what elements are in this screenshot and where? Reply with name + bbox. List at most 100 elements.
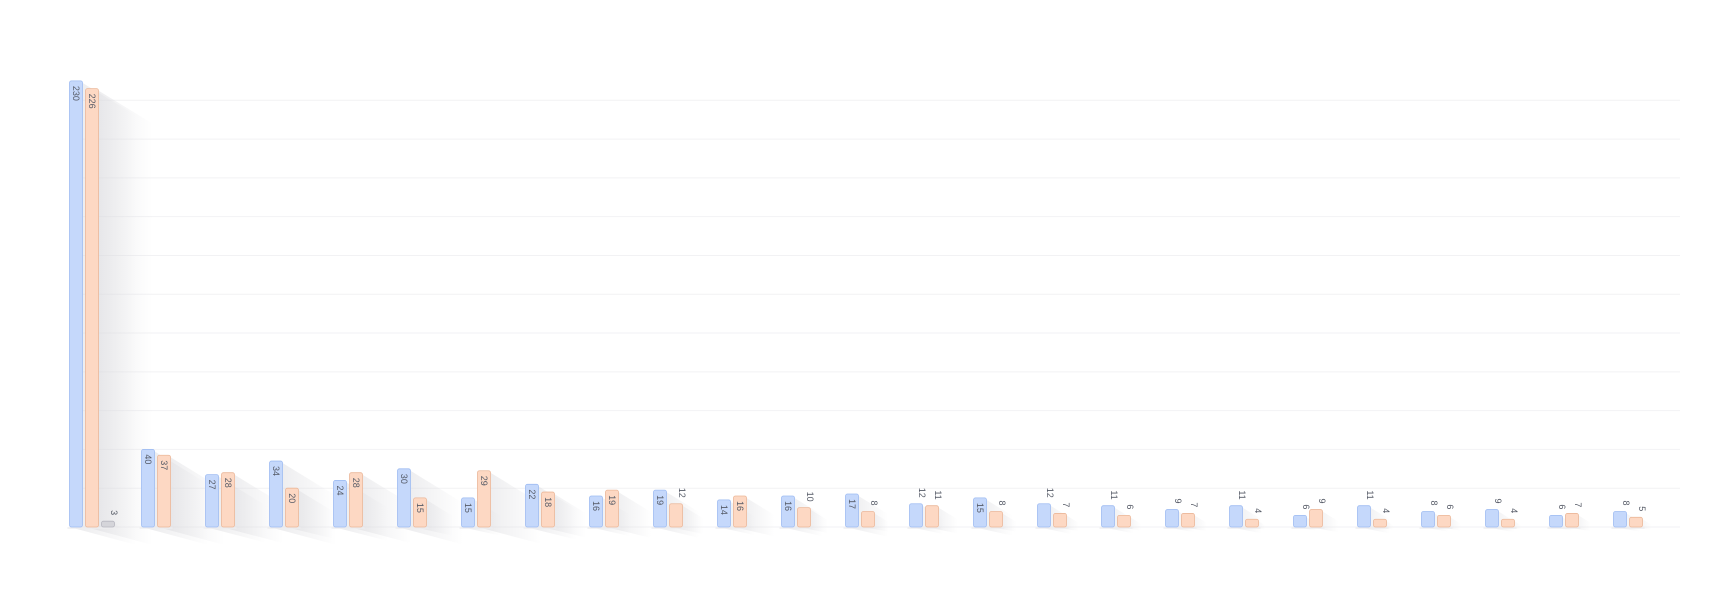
- bar-shadow: [349, 474, 412, 544]
- bar-value-label: 22: [527, 489, 537, 499]
- bar-shadow: [541, 494, 586, 538]
- bar: [1309, 509, 1323, 528]
- bar-value-label: 9: [1493, 499, 1503, 504]
- bar: [1165, 509, 1179, 528]
- bar: [717, 499, 731, 528]
- bar-value-label: 29: [479, 476, 489, 486]
- bar: [669, 503, 683, 528]
- bar: [413, 497, 427, 528]
- bar: [845, 493, 859, 528]
- bar: [1421, 511, 1435, 528]
- bars: [69, 80, 1643, 528]
- bar-value-label: 14: [719, 505, 729, 515]
- bar: [1181, 513, 1195, 528]
- bar: [653, 489, 667, 528]
- bar-value-label: 19: [655, 495, 665, 505]
- bar: [141, 449, 155, 528]
- bar-value-label: 19: [607, 495, 617, 505]
- bar: [269, 460, 283, 528]
- bar: [333, 480, 347, 528]
- bar: [205, 474, 219, 528]
- bar-value-label: 40: [143, 454, 153, 464]
- bar-value-label: 24: [335, 485, 345, 495]
- bar-value-label: 8: [869, 500, 879, 505]
- bar-shadow: [285, 490, 334, 539]
- bar: [397, 468, 411, 528]
- bar: [1629, 516, 1643, 528]
- bar-value-label: 11: [1365, 490, 1375, 499]
- bar: [1245, 518, 1259, 528]
- bar: [925, 505, 939, 528]
- bar: [1357, 505, 1371, 528]
- bar-value-label: 9: [1317, 499, 1327, 504]
- bar-value-label: 16: [783, 501, 793, 511]
- bar-shadows: [67, 82, 1652, 546]
- bar: [861, 511, 875, 528]
- bar-value-label: 8: [1429, 500, 1439, 505]
- bar-value-label: 12: [677, 488, 687, 498]
- bar: [1613, 511, 1627, 528]
- bar-value-label: 5: [1637, 506, 1647, 511]
- bar-value-label: 12: [917, 488, 927, 498]
- bar-value-label: 16: [735, 501, 745, 511]
- bar: [1549, 514, 1563, 528]
- bar: [461, 497, 475, 528]
- bar: [1037, 503, 1051, 528]
- bar-value-label: 15: [975, 503, 985, 513]
- bar-value-label: 7: [1061, 502, 1071, 507]
- bar-value-label: 11: [1109, 490, 1119, 499]
- bar-value-label: 8: [997, 500, 1007, 505]
- bar: [605, 489, 619, 528]
- bar-shadow: [221, 474, 284, 544]
- bar: [797, 507, 811, 528]
- bar-value-label: 6: [1125, 504, 1135, 509]
- grid-lines: [76, 99, 1680, 528]
- bar: [1485, 509, 1499, 528]
- bar: [85, 88, 99, 528]
- bar: [781, 495, 795, 528]
- bar: [1373, 518, 1387, 528]
- bar-value-label: 230: [71, 86, 81, 101]
- bar-value-label: 15: [463, 503, 473, 513]
- bar: [989, 511, 1003, 528]
- bar: [1293, 514, 1307, 528]
- bar-value-label: 4: [1509, 508, 1519, 513]
- bar-value-label: 20: [287, 493, 297, 503]
- bar-value-label: 15: [415, 503, 425, 513]
- bar-value-label: 37: [159, 460, 169, 470]
- bar-value-label: 4: [1381, 508, 1391, 513]
- bar: [1437, 514, 1451, 528]
- bar-shadow: [925, 507, 958, 534]
- bar-value-label: 6: [1557, 504, 1567, 509]
- bar-value-label: 10: [805, 492, 815, 502]
- bar-value-label: 27: [207, 480, 217, 490]
- bar: [733, 495, 747, 528]
- bar-value-label: 6: [1445, 504, 1455, 509]
- bar-value-label: 226: [87, 94, 97, 109]
- bar-value-label: 4: [1253, 508, 1263, 513]
- bar: [541, 491, 555, 528]
- bar: [221, 472, 235, 528]
- bar: [973, 497, 987, 528]
- bar-value-label: 28: [351, 478, 361, 488]
- bar-value-label: 28: [223, 478, 233, 488]
- bar: [1053, 513, 1067, 528]
- bar: [285, 487, 299, 528]
- bar: [589, 495, 603, 528]
- bar-value-label: 18: [543, 497, 553, 507]
- bar: [525, 483, 539, 528]
- bar-value-label: 30: [399, 474, 409, 484]
- bar-value-label: 9: [1173, 499, 1183, 504]
- bar-value-label: 12: [1045, 488, 1055, 498]
- bar-value-label: 8: [1621, 500, 1631, 505]
- bar: [909, 503, 923, 528]
- bar: [101, 520, 115, 528]
- bar-shadow: [413, 499, 453, 536]
- bar-value-label: 34: [271, 466, 281, 476]
- bar: [69, 80, 83, 528]
- bar: [1229, 505, 1243, 528]
- bar: [1501, 518, 1515, 528]
- bar-value-label: 3: [109, 510, 119, 515]
- bar-value-label: 11: [933, 490, 943, 499]
